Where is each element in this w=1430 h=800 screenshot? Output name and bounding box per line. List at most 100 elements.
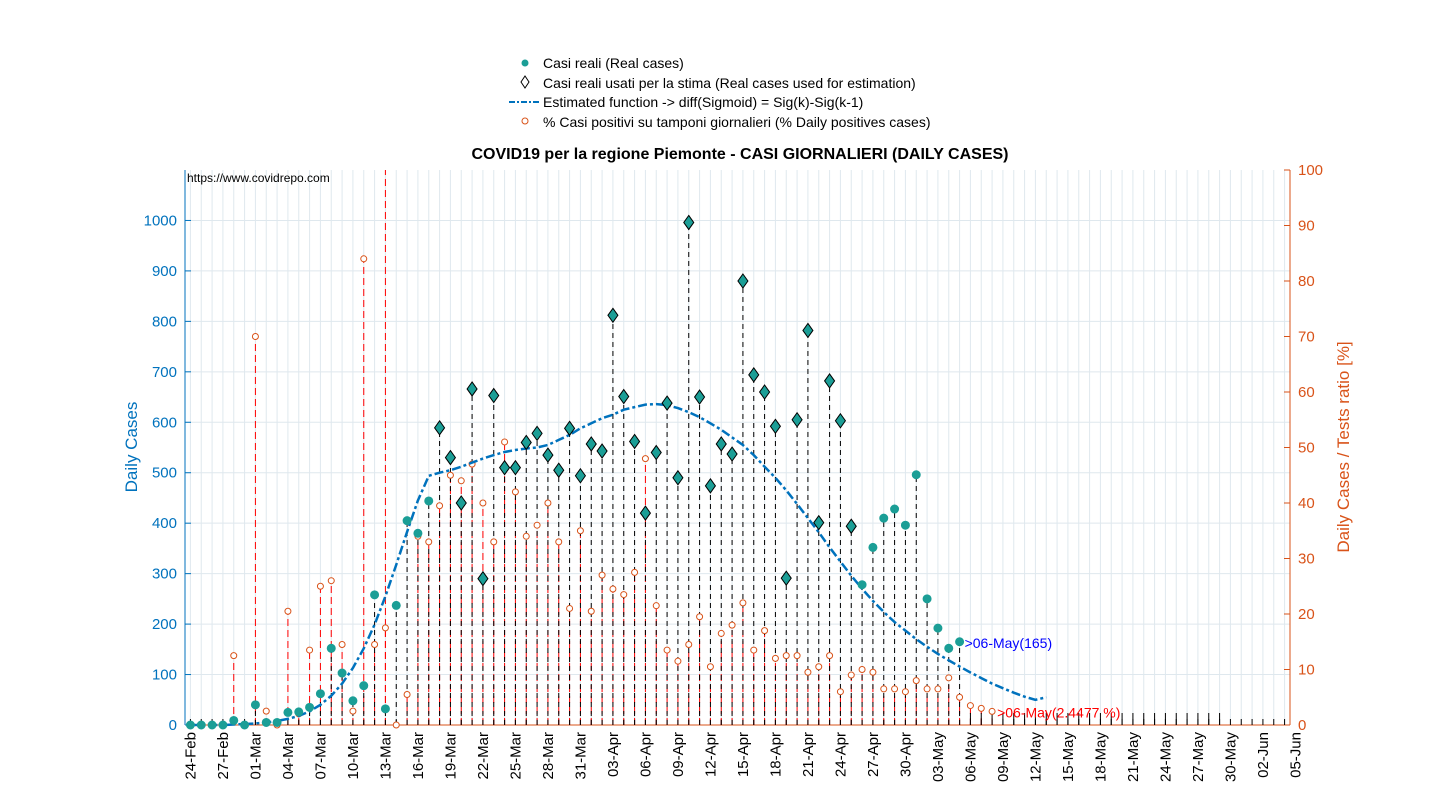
y-tick-label-right: 30: [1298, 551, 1315, 568]
positive-ratio-marker: [717, 629, 725, 637]
x-tick-label: 04-Mar: [280, 732, 297, 780]
positive-ratio-marker: [880, 685, 888, 693]
positive-ratio-marker: [522, 532, 530, 540]
used-case-marker: [509, 459, 522, 476]
positive-ratio-marker: [381, 624, 389, 632]
x-tick-label: 18-May: [1092, 732, 1109, 783]
positive-ratio-marker: [706, 663, 714, 671]
used-case-marker: [834, 412, 847, 429]
x-tick-label: 06-Apr: [637, 732, 654, 777]
real-case-marker: [900, 520, 910, 530]
real-case-marker: [250, 700, 260, 710]
positive-ratio-marker: [620, 591, 628, 599]
positive-ratio-marker: [977, 704, 985, 712]
y-tick-label-left: 700: [152, 364, 177, 381]
y-tick-label-right: 100: [1298, 162, 1323, 179]
positive-ratio-marker: [576, 527, 584, 535]
positive-ratio-marker: [262, 707, 270, 715]
used-case-marker: [596, 443, 608, 459]
x-tick-label: 16-Mar: [410, 732, 427, 780]
source-note: https://www.covidrepo.com: [187, 171, 330, 185]
positive-ratio-marker: [284, 607, 292, 615]
x-tick-label: 15-Apr: [735, 732, 752, 777]
x-tick-label: 05-Jun: [1287, 732, 1304, 778]
positive-ratio-marker: [869, 668, 877, 676]
x-tick-label: 21-May: [1125, 732, 1142, 783]
used-case-marker: [845, 518, 857, 535]
x-tick-label: 03-Apr: [605, 732, 622, 777]
real-case-marker: [240, 720, 250, 730]
positive-ratio-marker: [945, 674, 953, 682]
real-case-marker: [944, 643, 954, 653]
y-tick-label-left: 400: [152, 515, 177, 532]
used-case-marker: [618, 388, 630, 405]
positive-ratio-marker: [609, 585, 617, 593]
real-case-marker: [922, 594, 932, 604]
used-case-marker: [737, 273, 749, 289]
y-tick-label-right: 50: [1298, 440, 1315, 457]
positive-ratio-marker: [457, 477, 465, 485]
used-case-marker: [769, 418, 782, 435]
used-case-marker: [661, 395, 673, 411]
used-case-marker: [639, 505, 652, 521]
used-case-marker: [444, 449, 457, 466]
x-tick-label: 07-Mar: [312, 732, 329, 780]
used-case-marker: [466, 381, 478, 397]
chart-title: COVID19 per la regione Piemonte - CASI G…: [472, 146, 1009, 163]
real-case-marker: [955, 637, 965, 647]
positive-ratio-marker: [403, 690, 411, 698]
positive-ratio-marker: [641, 455, 649, 463]
legend: Casi reali (Real cases) Casi reali usati…: [505, 50, 975, 134]
positive-ratio-marker: [544, 499, 552, 507]
annotation-last-ratio: >06-May(2.4477 %): [997, 704, 1120, 720]
used-case-marker: [780, 570, 792, 587]
x-tick-label: 03-May: [930, 732, 947, 783]
legend-box: [505, 50, 975, 134]
positive-ratio-marker: [912, 677, 920, 685]
positive-ratio-marker: [338, 641, 346, 649]
legend-marker-positives: [521, 117, 529, 125]
real-case-marker: [933, 623, 943, 633]
x-tick-label: 01-Mar: [247, 732, 264, 780]
annotation-last-cases: >06-May(165): [965, 635, 1053, 651]
positive-ratio-marker: [587, 607, 595, 615]
x-tick-label: 21-Apr: [800, 732, 817, 777]
x-tick-label: 27-Apr: [865, 732, 882, 777]
positive-ratio-marker: [316, 582, 324, 590]
real-case-marker: [370, 590, 380, 600]
used-case-marker: [563, 420, 576, 437]
y-tick-label-left: 600: [152, 414, 177, 431]
x-tick-label: 30-Apr: [897, 732, 914, 777]
used-case-marker: [704, 477, 717, 494]
x-tick-label: 15-May: [1060, 732, 1077, 783]
x-tick-label: 31-Mar: [572, 732, 589, 780]
positive-ratio-marker: [815, 663, 823, 671]
positive-ratio-marker: [631, 568, 639, 576]
y-axis-label-left: Daily Cases: [122, 402, 141, 493]
x-tick-label: 10-Mar: [345, 732, 362, 780]
x-tick-label: 27-May: [1190, 732, 1207, 783]
positive-ratio-marker: [392, 721, 400, 729]
real-case-marker: [402, 516, 412, 526]
legend-label-real-cases: Casi reali (Real cases): [543, 55, 684, 71]
y-tick-label-right: 70: [1298, 329, 1315, 346]
positive-ratio-marker: [966, 702, 974, 710]
positive-ratio-marker: [836, 688, 844, 696]
used-case-marker: [650, 444, 662, 461]
used-case-marker: [553, 462, 565, 479]
real-case-marker: [879, 513, 889, 523]
used-case-marker: [574, 467, 587, 484]
positive-ratio-marker: [782, 652, 790, 660]
real-case-marker: [326, 643, 336, 653]
positive-ratio-marker: [988, 707, 996, 715]
positive-ratio-marker: [847, 671, 855, 679]
used-case-marker: [607, 307, 619, 324]
x-tick-label: 19-Mar: [442, 732, 459, 780]
positive-ratio-marker: [501, 438, 509, 446]
positive-ratio-marker: [533, 521, 541, 529]
positive-ratio-marker: [858, 666, 866, 673]
positive-ratio-marker: [511, 488, 519, 496]
y-tick-label-right: 40: [1298, 495, 1315, 512]
used-case-marker: [488, 387, 500, 404]
